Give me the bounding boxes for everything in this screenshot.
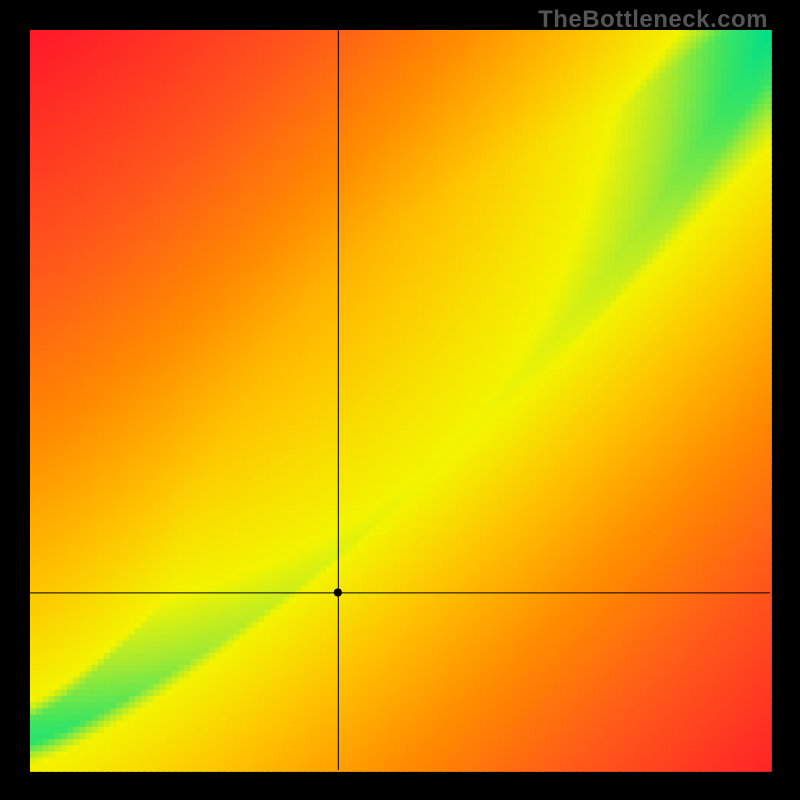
watermark-text: TheBottleneck.com — [538, 6, 768, 34]
chart-root: TheBottleneck.com — [0, 0, 800, 800]
bottleneck-heatmap — [0, 0, 800, 800]
